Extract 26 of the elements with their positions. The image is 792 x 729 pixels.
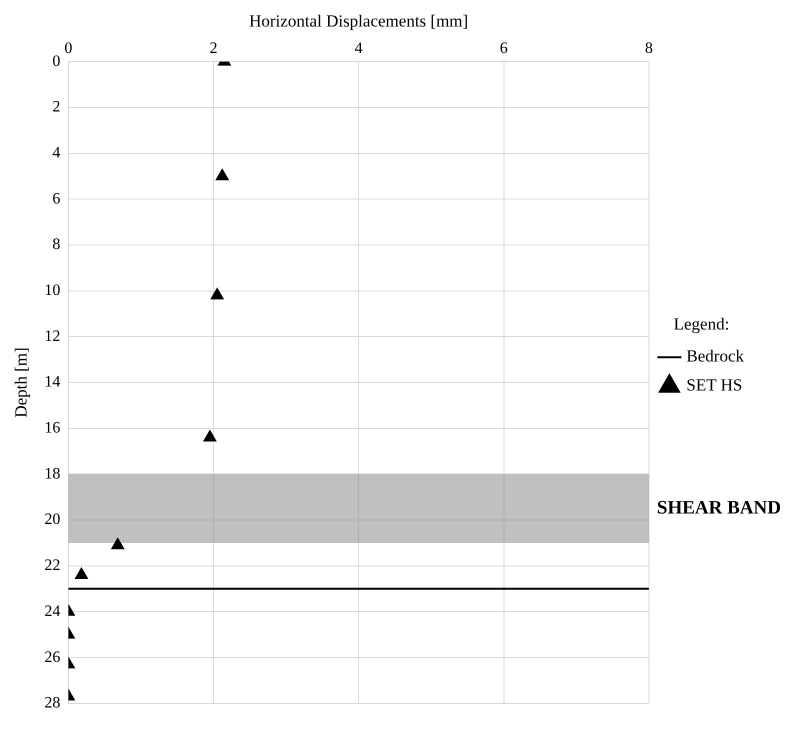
x-tick-label: 4: [354, 40, 363, 58]
y-tick-label: 8: [52, 236, 60, 254]
y-tick-label: 24: [44, 602, 60, 620]
y-tick-label: 16: [44, 420, 60, 437]
y-tick-label: 14: [44, 374, 60, 391]
legend-label: SET HS: [686, 376, 742, 395]
y-tick-label: 2: [52, 98, 60, 116]
y-axis-title: Depth [m]: [12, 347, 31, 418]
y-tick-label: 12: [44, 328, 60, 345]
y-tick-label: 26: [44, 648, 60, 666]
y-tick-label: 22: [44, 557, 60, 574]
y-tick-label: 28: [44, 694, 60, 712]
y-tick-label: 0: [52, 52, 60, 70]
y-tick-label: 4: [52, 144, 60, 162]
y-tick-label: 18: [44, 465, 60, 482]
legend-label: Bedrock: [686, 346, 744, 366]
x-tick-label: 8: [644, 40, 653, 58]
legend-title: Legend:: [674, 314, 730, 334]
x-axis-title: Horizontal Displacements [mm]: [249, 12, 468, 31]
x-tick-label: 2: [210, 40, 218, 58]
y-tick-label: 6: [52, 190, 60, 208]
band-label: SHEAR BAND: [656, 497, 781, 518]
x-tick-label: 6: [500, 40, 508, 58]
y-tick-label: 20: [44, 511, 60, 528]
y-tick-label: 10: [44, 282, 60, 300]
x-tick-label: 0: [64, 40, 72, 58]
